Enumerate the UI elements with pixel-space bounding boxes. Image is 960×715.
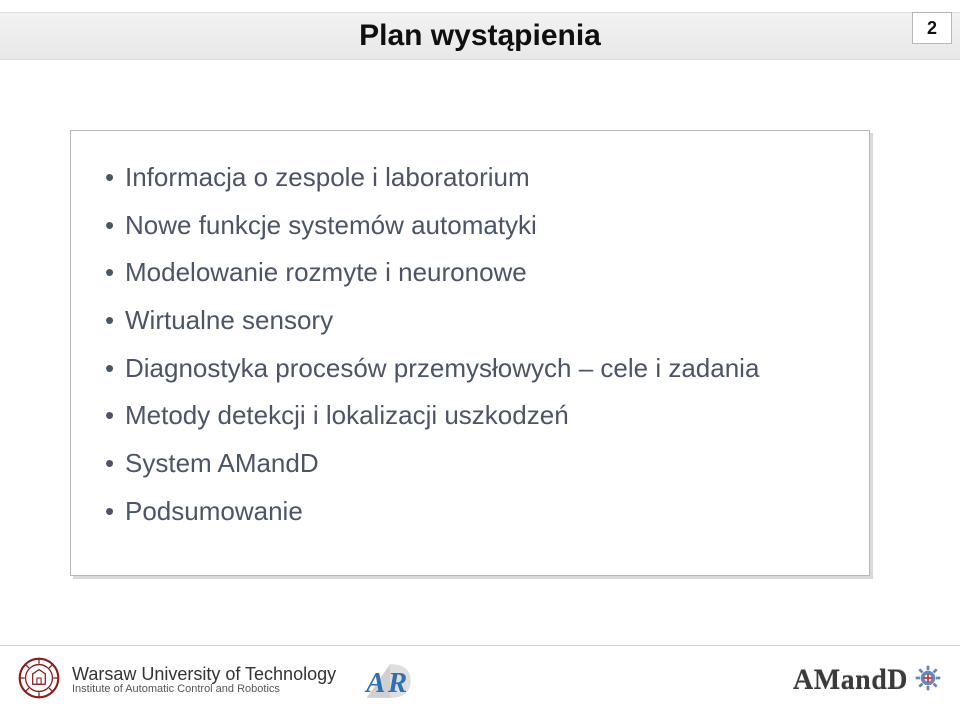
page-number-box: 2 <box>912 12 952 44</box>
svg-text:R: R <box>387 667 407 699</box>
ar-logo-icon: A R <box>364 659 416 703</box>
slide-title: Plan wystąpienia <box>359 19 601 53</box>
content-box: Informacja o zespole i laboratorium Nowe… <box>70 130 870 576</box>
list-item: Nowe funkcje systemów automatyki <box>105 207 835 245</box>
list-item: System AMandD <box>105 445 835 483</box>
slide: Plan wystąpienia 2 Informacja o zespole … <box>0 0 960 715</box>
university-text: Warsaw University of Technology Institut… <box>72 665 336 695</box>
bullet-list: Informacja o zespole i laboratorium Nowe… <box>105 159 835 531</box>
list-item: Metody detekcji i lokalizacji uszkodzeń <box>105 397 835 435</box>
svg-text:A: A <box>364 667 385 699</box>
gear-icon <box>914 664 942 697</box>
list-item: Diagnostyka procesów przemysłowych – cel… <box>105 350 835 388</box>
university-seal-icon <box>18 657 72 704</box>
university-subtitle: Institute of Automatic Control and Robot… <box>72 684 336 696</box>
university-name: Warsaw University of Technology <box>72 665 336 684</box>
amandd-label: AMandD <box>793 665 908 697</box>
list-item: Modelowanie rozmyte i neuronowe <box>105 254 835 292</box>
title-bar: Plan wystąpienia <box>0 12 960 60</box>
page-number: 2 <box>927 18 937 39</box>
footer: Warsaw University of Technology Institut… <box>0 645 960 715</box>
amandd-logo: AMandD <box>793 664 942 697</box>
list-item: Wirtualne sensory <box>105 302 835 340</box>
list-item: Podsumowanie <box>105 493 835 531</box>
list-item: Informacja o zespole i laboratorium <box>105 159 835 197</box>
